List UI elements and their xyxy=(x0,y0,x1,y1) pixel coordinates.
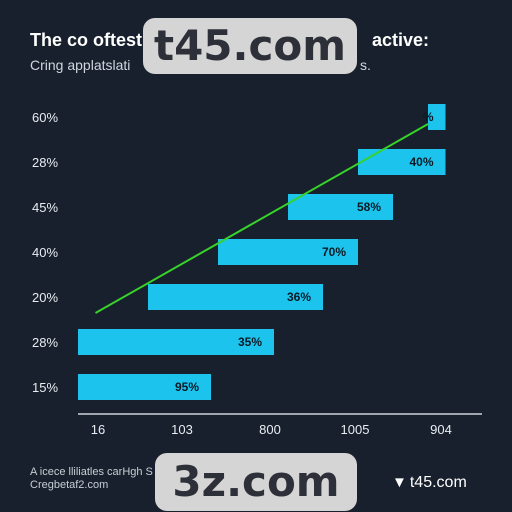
x-tick-label-0: 16 xyxy=(91,422,105,437)
bar-1 xyxy=(358,149,446,175)
bar-value-label-4: 36% xyxy=(287,290,311,304)
chart-subtitle-tail: s. xyxy=(360,57,371,73)
bar-value-label-3: 70% xyxy=(322,245,346,259)
y-tick-label-4: 20% xyxy=(32,290,58,305)
bar-value-label-1: 40% xyxy=(409,155,433,169)
footer-brand-text: t45.com xyxy=(409,474,467,491)
y-tick-label-0: 60% xyxy=(32,110,58,125)
y-tick-label-1: 28% xyxy=(32,155,58,170)
trend-line-group xyxy=(95,123,429,314)
x-tick-labels: 16 103 800 1005 904 xyxy=(91,422,452,437)
x-tick-label-4: 904 xyxy=(430,422,452,437)
x-tick-label-2: 800 xyxy=(259,422,281,437)
footer-brand: ▼ t45.com xyxy=(392,474,467,492)
bar-value-label-0: % xyxy=(423,110,434,124)
bar-3 xyxy=(218,239,358,265)
y-tick-labels: 60% 28% 45% 40% 20% 28% 15% xyxy=(32,110,58,395)
bar-0 xyxy=(428,104,446,130)
y-tick-label-6: 15% xyxy=(32,380,58,395)
bar-5 xyxy=(78,329,274,355)
bar-value-label-6: 95% xyxy=(175,380,199,394)
watermark-bottom: 3z.com xyxy=(155,453,357,511)
y-tick-label-5: 28% xyxy=(32,335,58,350)
y-tick-label-2: 45% xyxy=(32,200,58,215)
chart-subtitle: Cring applatslati xyxy=(30,57,131,73)
x-tick-label-3: 1005 xyxy=(341,422,370,437)
bar-6 xyxy=(78,374,211,400)
shield-logo-icon: ▼ xyxy=(392,474,407,491)
bars-group: % 40% 58% 70% 36% 35% 95% xyxy=(78,104,446,400)
chart-title-left: The co oftest xyxy=(30,30,143,50)
chart-title-row: The co oftest active: xyxy=(30,30,500,52)
footer-credit-line1: A icece lliliatles carHgh S xyxy=(30,466,153,478)
bar-4 xyxy=(148,284,323,310)
chart-title-right: active: xyxy=(372,30,430,50)
bar-value-label-2: 58% xyxy=(357,200,381,214)
bar-2 xyxy=(288,194,393,220)
x-tick-label-1: 103 xyxy=(171,422,193,437)
footer-credit-line2: Cregbetaf2.com xyxy=(30,479,109,491)
footer-credit: A icece lliliatles carHgh S Cregbetaf2.c… xyxy=(30,466,153,492)
trend-line xyxy=(95,123,429,314)
watermark-top: t45.com xyxy=(143,18,357,74)
y-tick-label-3: 40% xyxy=(32,245,58,260)
bar-value-label-5: 35% xyxy=(238,335,262,349)
